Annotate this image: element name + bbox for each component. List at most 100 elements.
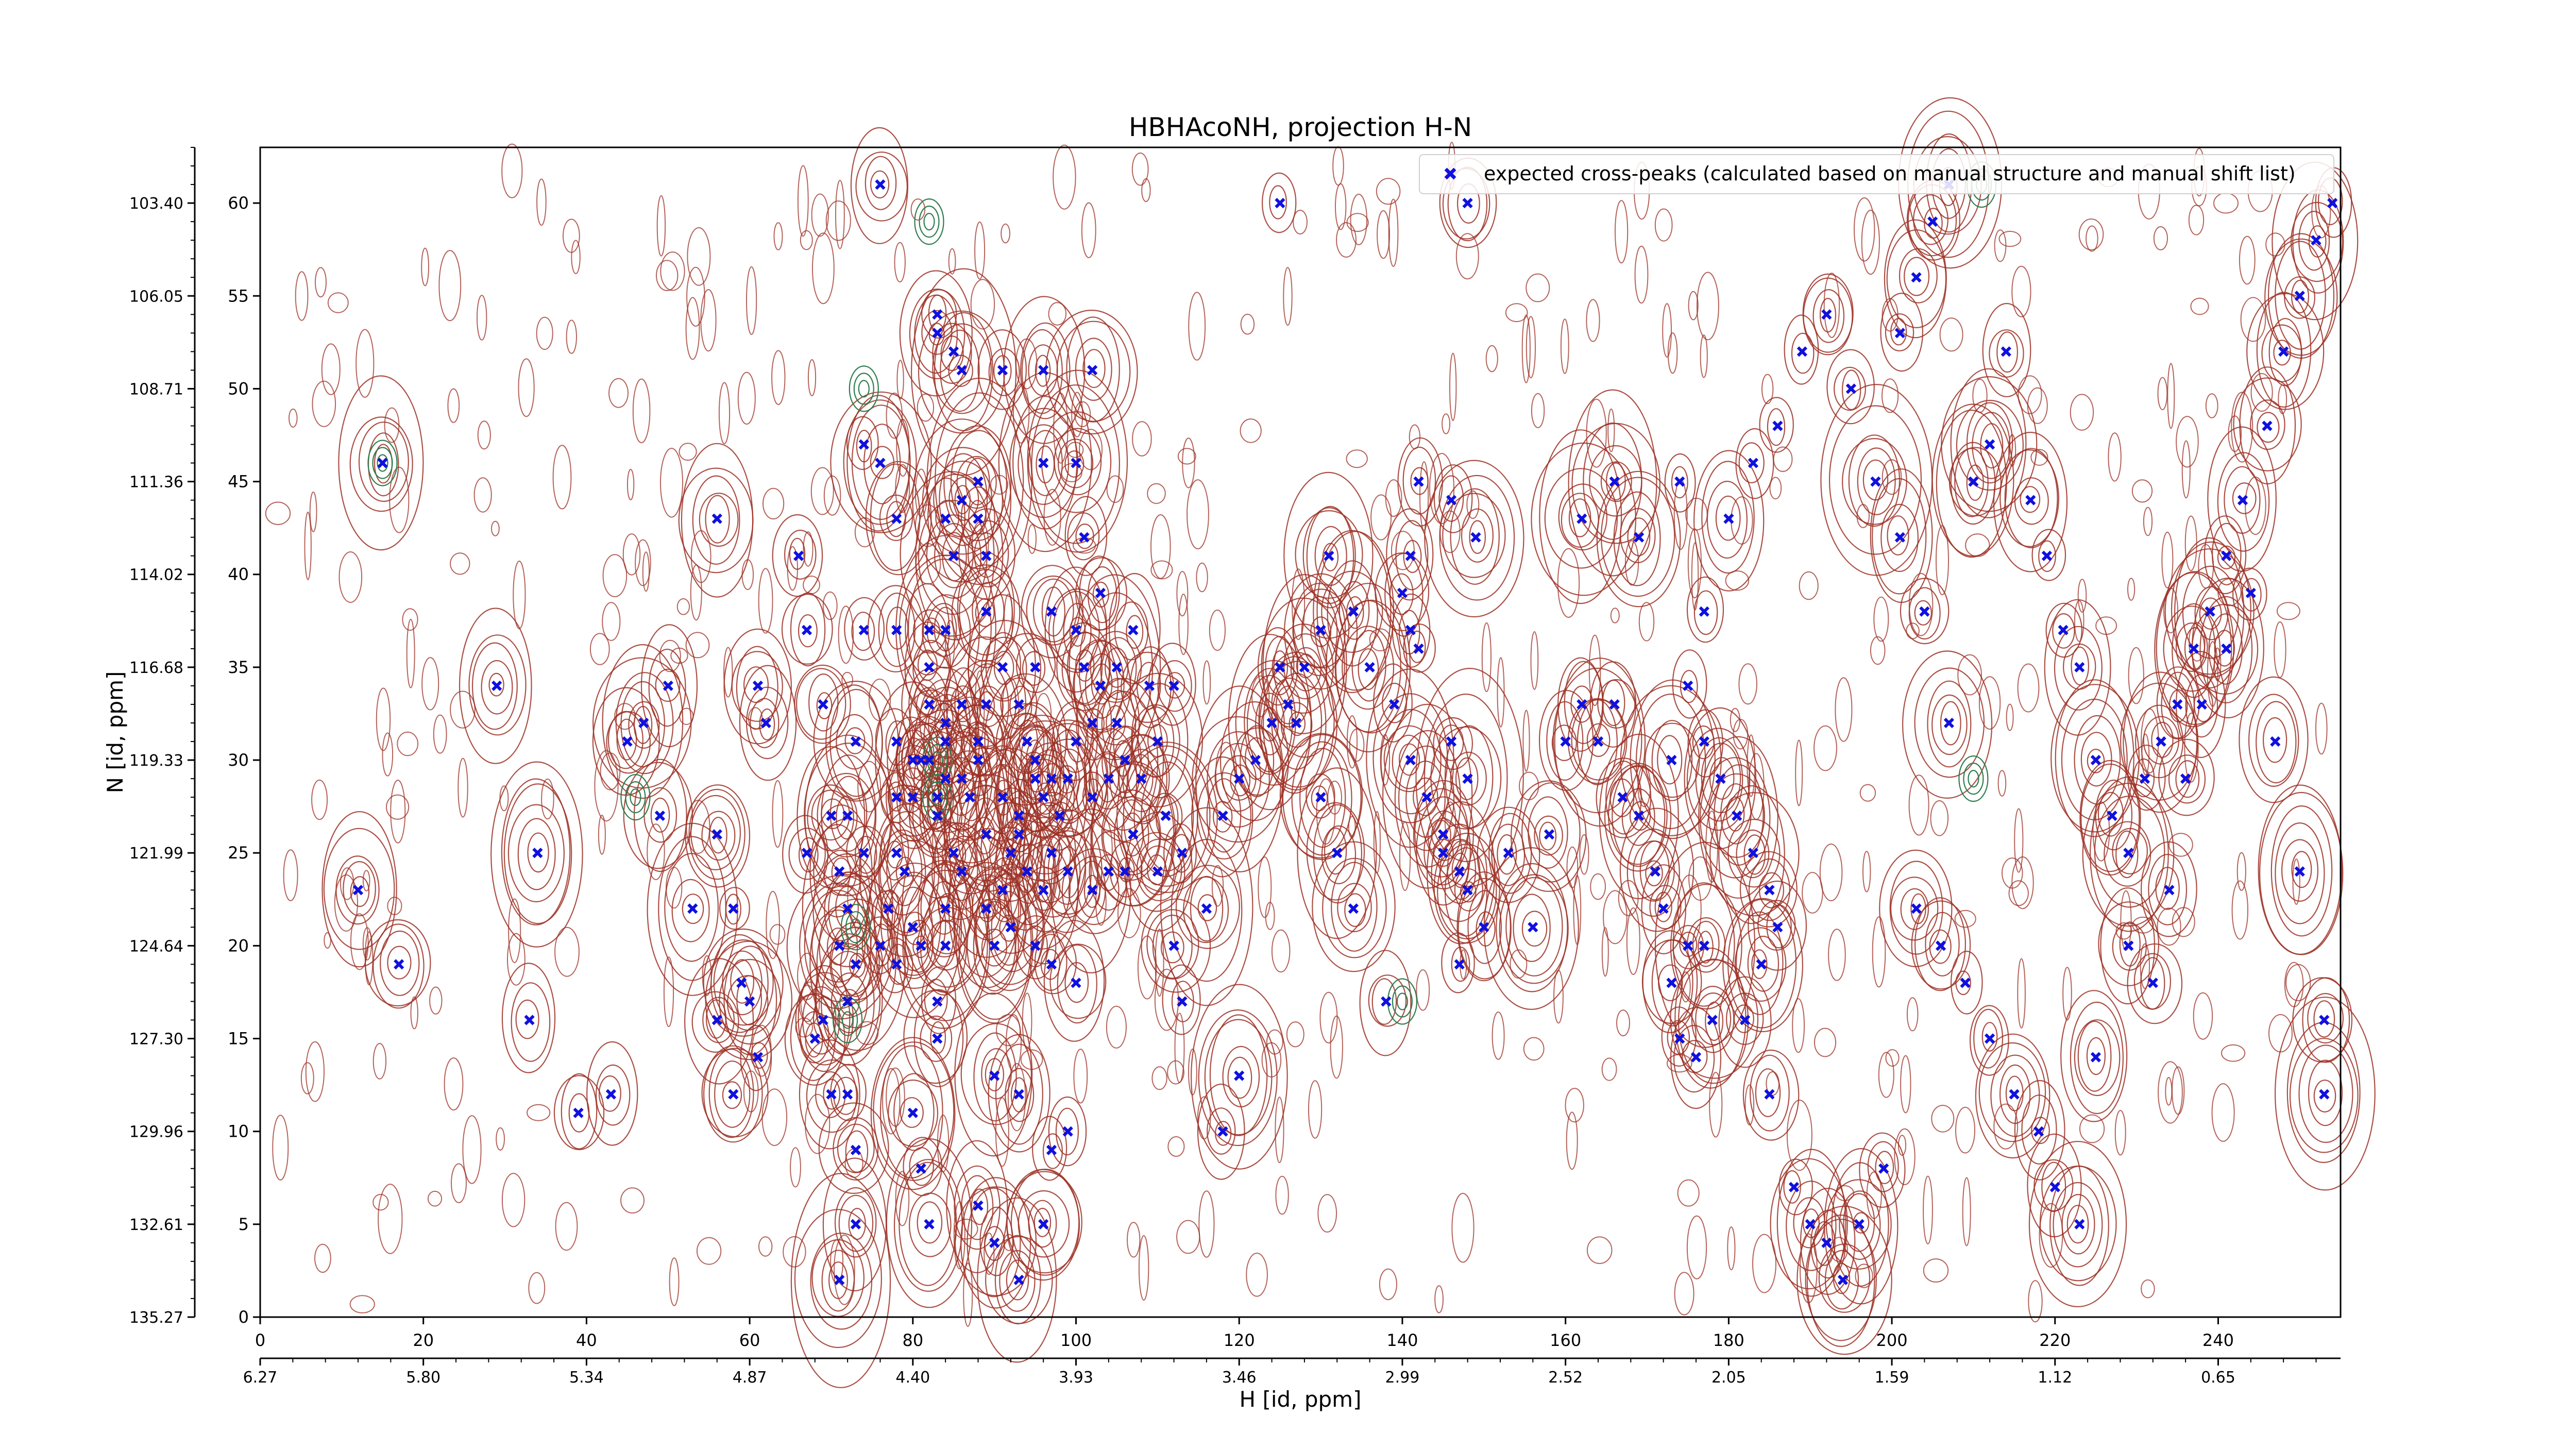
contour-ring [1706, 480, 1748, 559]
noise-contour [1369, 628, 1392, 651]
cross-peak-marker [1013, 829, 1024, 840]
contour-ring [806, 1059, 857, 1133]
contour-ring [2174, 537, 2245, 689]
contour-ring [1791, 332, 1815, 374]
noise-contour [1624, 540, 1639, 586]
contour-ring [846, 416, 879, 470]
noise-contour [2161, 531, 2174, 588]
contour-ring [1620, 508, 1656, 564]
noise-contour [1061, 463, 1082, 482]
contour-ring [1568, 498, 1591, 537]
y-tick-label: 40 [228, 565, 249, 584]
contour-ring [1157, 660, 1192, 712]
noise-contour [2278, 384, 2287, 414]
noise-contour [1335, 183, 1347, 230]
cross-peak-marker [1160, 810, 1171, 821]
noise-contour [2231, 880, 2248, 940]
y-tick-label: 25 [228, 843, 249, 863]
contour-ring [987, 882, 1038, 972]
noise-contour [679, 443, 697, 461]
noise-contour [1073, 1049, 1088, 1104]
contour-ring [586, 1041, 638, 1146]
contour-ring [2256, 292, 2312, 408]
contour-ring [830, 391, 932, 533]
noise-contour [690, 530, 711, 583]
noise-contour [635, 539, 651, 586]
noise-contour [723, 647, 733, 698]
noise-contour [2108, 432, 2122, 482]
cross-peak-marker [916, 940, 926, 951]
noise-contour [362, 870, 370, 891]
noise-contour [2198, 544, 2214, 589]
contour-ring [948, 477, 979, 521]
cross-peak-marker [1837, 1274, 1849, 1286]
contour-ring [628, 701, 660, 749]
noise-contour [1316, 778, 1336, 845]
noise-contour [737, 372, 756, 425]
cross-peak-marker [1634, 532, 1645, 543]
noise-contour [1308, 1080, 1323, 1139]
contour-ring [1402, 446, 1436, 515]
cross-peak-marker [1087, 365, 1098, 376]
contour-ring [956, 456, 997, 509]
noise-contour [1293, 210, 1308, 234]
cross-peak-marker [1462, 197, 1473, 209]
noise-contour [687, 227, 711, 286]
contour-ring [985, 1236, 1053, 1324]
contour-ring [1297, 767, 1377, 939]
contour-ring [682, 894, 704, 924]
contour-ring [1105, 647, 1129, 688]
contour-ring [798, 837, 819, 873]
contour-ring [2041, 1161, 2066, 1212]
noise-contour [1828, 929, 1846, 981]
noise-contour [334, 874, 359, 932]
noise-contour [2062, 967, 2072, 1021]
contour-ring [1306, 802, 1365, 901]
noise-contour [527, 1104, 551, 1121]
cross-peak-marker [973, 513, 984, 524]
noise-contour [571, 240, 581, 274]
contour-ring [1015, 915, 1057, 980]
cross-peak-marker [2090, 1052, 2102, 1063]
contour-ring [517, 818, 556, 890]
contour-ring [2052, 613, 2075, 649]
noise-contour [1081, 202, 1096, 258]
contour-ring [2275, 822, 2325, 924]
noise-contour [457, 757, 468, 818]
contour-ring [1207, 731, 1270, 828]
noise-contour [1866, 1171, 1882, 1219]
cross-peak-marker [940, 513, 951, 524]
contour-ring [2217, 545, 2236, 569]
noise-contour [1275, 1175, 1289, 1215]
negative-contour [620, 773, 651, 821]
noise-contour [1265, 902, 1275, 930]
cross-peak-marker [940, 625, 951, 635]
contour-ring [1009, 685, 1032, 727]
contour-ring [1824, 1148, 1899, 1305]
contour-ring [1748, 880, 1807, 971]
contour-ring [843, 399, 917, 525]
contour-ring [1496, 863, 1568, 992]
contour-ring [503, 783, 572, 924]
cross-peak-marker [711, 829, 722, 840]
cross-peak-marker [1013, 699, 1024, 710]
contour-ring [1058, 439, 1094, 488]
negative-contour [845, 911, 867, 943]
contour-ring [980, 636, 1027, 702]
contour-ring [909, 288, 965, 379]
contour-ring [2038, 540, 2056, 572]
noise-contour [614, 703, 636, 730]
noise-contour [1566, 1111, 1578, 1170]
x-tick-label: 20 [413, 1330, 434, 1350]
cross-peak-marker [948, 550, 959, 561]
negative-contour [1958, 755, 1989, 802]
noise-contour [1261, 1042, 1282, 1077]
contour-ring [1222, 1046, 1260, 1107]
contour-ring [1571, 423, 1660, 544]
contour-ring [1627, 517, 1651, 557]
contour-ring [1695, 992, 1732, 1046]
noise-contour [1930, 800, 1949, 836]
noise-contour [1117, 888, 1141, 938]
noise-contour [769, 924, 786, 945]
contour-ring [1346, 596, 1364, 629]
